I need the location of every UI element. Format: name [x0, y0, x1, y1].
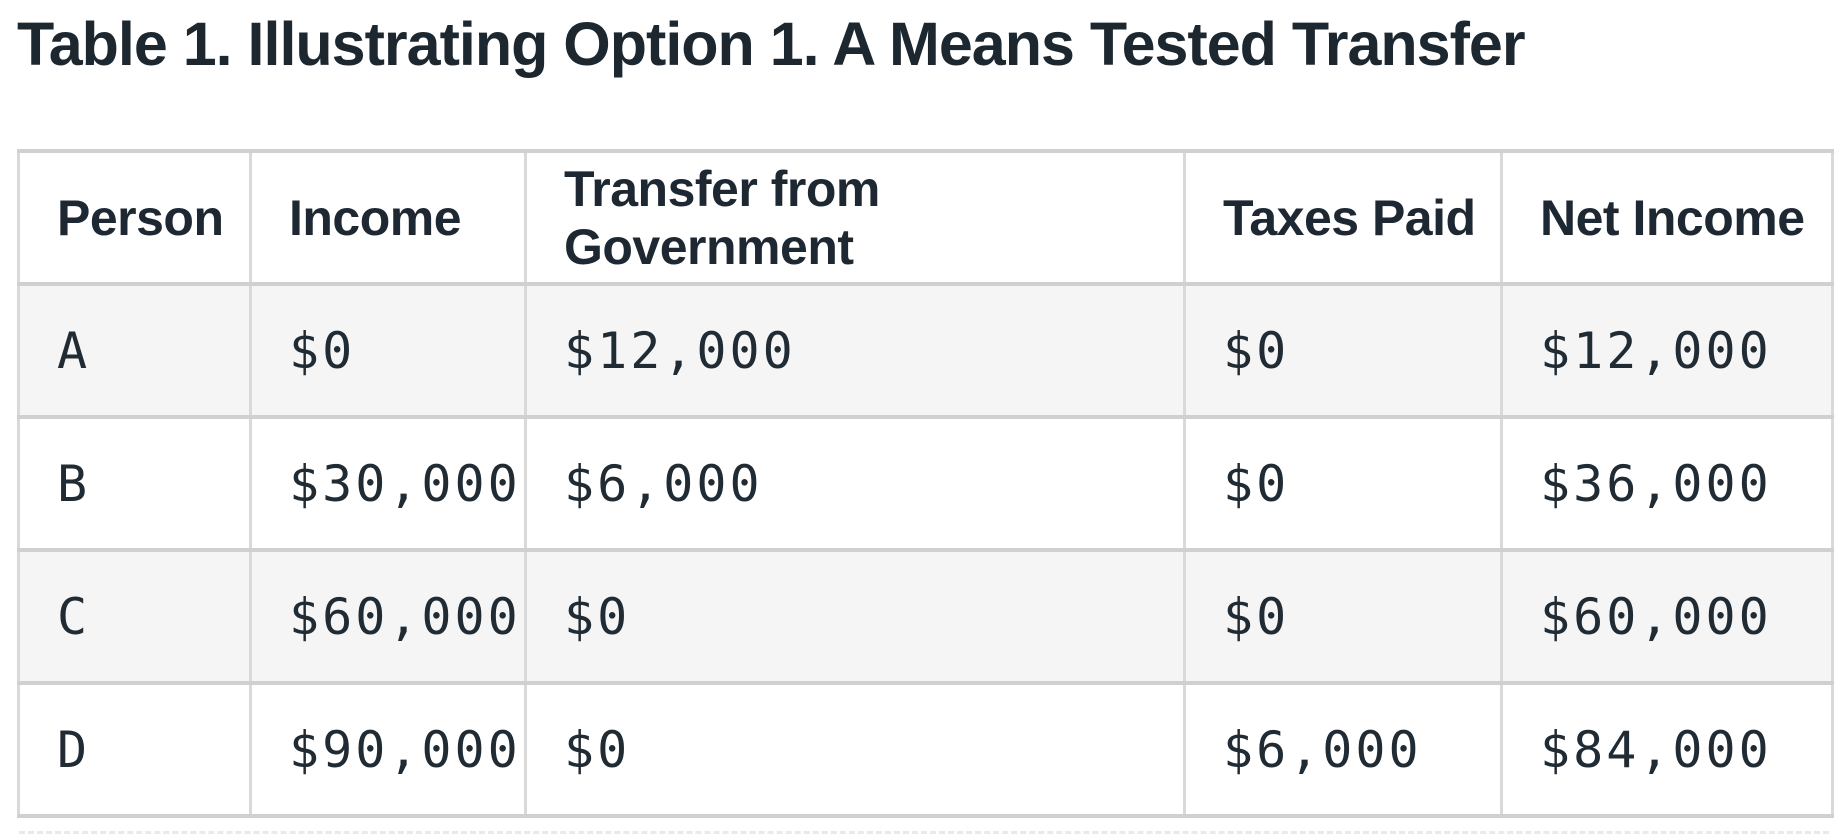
table-cell-transfer: $12,000: [524, 282, 1186, 419]
table-cell-net-income: $84,000: [1500, 681, 1834, 818]
row-label: D: [17, 681, 252, 818]
table-cell-net-income: $36,000: [1500, 415, 1834, 552]
row-label: B: [17, 415, 252, 552]
table-cell-taxes: $0: [1183, 548, 1503, 685]
table-cell-net-income: $12,000: [1500, 282, 1834, 419]
table-cell-income: $60,000: [249, 548, 527, 685]
table-cell-taxes: $0: [1183, 282, 1503, 419]
table-row-b: B $30,000 $6,000 $0 $36,000: [17, 415, 1834, 552]
header-cell-net-income: Net Income: [1500, 149, 1834, 286]
row-label: A: [17, 282, 252, 419]
table-row-d: D $90,000 $0 $6,000 $84,000: [17, 681, 1834, 818]
header-cell-person: Person: [17, 149, 252, 286]
header-cell-taxes: Taxes Paid: [1183, 149, 1503, 286]
table-cell-net-income: $60,000: [1500, 548, 1834, 685]
means-tested-transfer-table: Person Income Transfer from Government T…: [17, 149, 1834, 818]
table-cell-income: $90,000: [249, 681, 527, 818]
table-cell-taxes: $0: [1183, 415, 1503, 552]
header-cell-income: Income: [249, 149, 527, 286]
dotted-divider: [19, 831, 1829, 834]
table-row-c: C $60,000 $0 $0 $60,000: [17, 548, 1834, 685]
header-cell-transfer: Transfer from Government: [524, 149, 1186, 286]
table-cell-income: $0: [249, 282, 527, 419]
table-cell-transfer: $6,000: [524, 415, 1186, 552]
table-cell-transfer: $0: [524, 548, 1186, 685]
row-label: C: [17, 548, 252, 685]
table-header-row: Person Income Transfer from Government T…: [17, 149, 1834, 286]
table-row-a: A $0 $12,000 $0 $12,000: [17, 282, 1834, 419]
table-title: Table 1. Illustrating Option 1. A Means …: [17, 10, 1526, 78]
table-cell-taxes: $6,000: [1183, 681, 1503, 818]
table-cell-income: $30,000: [249, 415, 527, 552]
table-cell-transfer: $0: [524, 681, 1186, 818]
